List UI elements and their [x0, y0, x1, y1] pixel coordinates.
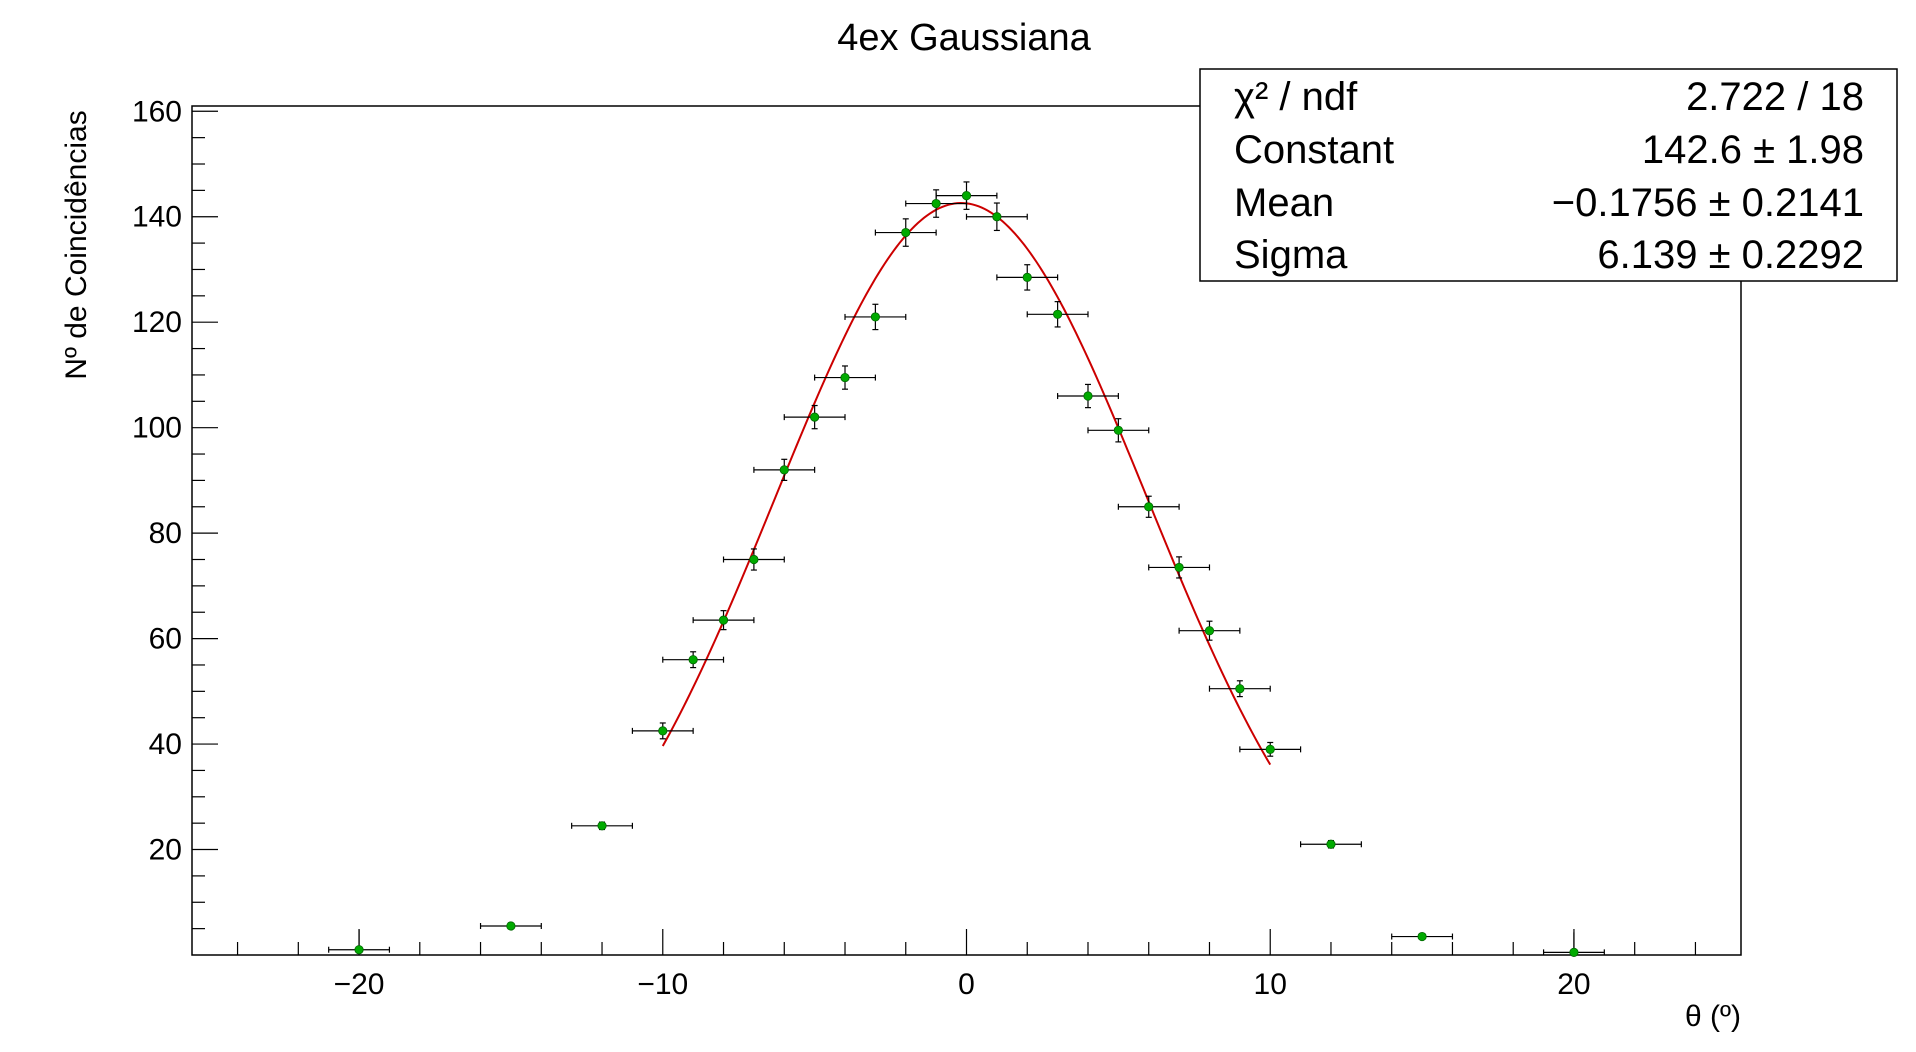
x-axis: −20 −10 0 10 20 — [236, 929, 1697, 1001]
data-point — [1391, 931, 1454, 942]
point-marker — [1113, 425, 1123, 435]
point-marker — [1022, 272, 1032, 282]
point-marker — [1265, 744, 1275, 754]
stats-sigma-label: Sigma — [1234, 233, 1348, 277]
stats-chi2-value: 2.722 / 18 — [1686, 75, 1864, 119]
point-marker — [1144, 502, 1154, 512]
data-point — [996, 264, 1059, 291]
data-point — [783, 404, 846, 430]
chart-title: 4ex Gaussiana — [837, 17, 1091, 59]
point-marker — [597, 821, 607, 831]
data-point — [479, 921, 542, 931]
point-marker — [992, 212, 1002, 222]
data-point — [1057, 383, 1119, 409]
data-point — [874, 218, 937, 247]
stats-chi2-label: χ² / ndf — [1234, 75, 1358, 119]
stats-mean-label: Mean — [1234, 181, 1334, 225]
data-point — [328, 929, 391, 955]
point-marker — [901, 227, 911, 238]
stats-box-frame — [1199, 68, 1898, 282]
point-marker — [1174, 562, 1184, 573]
stats-box: χ² / ndf 2.722 / 18 Constant 142.6 ± 1.9… — [1199, 68, 1898, 282]
point-marker — [718, 615, 729, 625]
point-marker — [961, 191, 972, 201]
y-tick-label: 100 — [132, 412, 182, 445]
x-tick-label: 0 — [958, 968, 975, 1001]
stats-sigma-value: 6.139 ± 0.2292 — [1597, 233, 1864, 277]
point-marker — [749, 554, 759, 565]
point-marker — [1569, 947, 1579, 957]
x-tick-label: −20 — [334, 968, 385, 1001]
x-axis-label: θ (º) — [1685, 1000, 1741, 1033]
data-point — [1117, 495, 1180, 518]
point-marker — [810, 412, 820, 422]
point-marker — [1326, 839, 1336, 849]
data-point — [935, 181, 998, 210]
y-axis: 20 40 60 80 100 120 140 160 — [132, 95, 218, 930]
data-point — [631, 722, 694, 740]
y-tick-label: 80 — [149, 517, 182, 550]
data-point — [571, 821, 634, 831]
point-marker — [1083, 391, 1093, 401]
point-marker — [1417, 931, 1427, 942]
data-point — [905, 189, 968, 218]
point-marker — [870, 312, 880, 322]
y-tick-label: 40 — [149, 728, 182, 761]
data-points — [328, 181, 1605, 957]
stats-constant-value: 142.6 ± 1.98 — [1642, 128, 1864, 172]
data-point — [965, 202, 1028, 232]
y-tick-label: 120 — [132, 306, 182, 339]
data-point — [1208, 680, 1271, 698]
y-tick-label: 60 — [149, 623, 182, 656]
point-marker — [840, 372, 850, 383]
x-tick-label: −10 — [637, 968, 688, 1001]
y-axis-label: Nº de Coincidências — [60, 110, 93, 379]
y-tick-label: 160 — [132, 95, 182, 128]
x-tick-label: 20 — [1557, 968, 1590, 1001]
data-point — [814, 365, 876, 390]
data-point — [844, 303, 907, 331]
data-point — [1239, 741, 1302, 757]
data-point — [692, 610, 755, 631]
point-marker — [1235, 684, 1245, 694]
point-marker — [688, 655, 698, 665]
data-point — [1148, 556, 1211, 579]
point-marker — [931, 198, 941, 209]
point-marker — [506, 921, 516, 931]
data-point — [662, 651, 725, 669]
data-point — [1299, 839, 1362, 849]
point-marker — [779, 465, 789, 475]
point-marker — [1053, 309, 1063, 319]
point-marker — [1204, 626, 1215, 636]
y-tick-label: 140 — [132, 201, 182, 234]
data-point — [1026, 301, 1089, 328]
x-tick-label: 10 — [1254, 968, 1287, 1001]
data-point — [722, 548, 785, 571]
stats-constant-label: Constant — [1234, 128, 1394, 172]
data-point — [753, 458, 816, 482]
data-point — [1178, 620, 1241, 641]
point-marker — [658, 726, 668, 736]
stats-mean-value: −0.1756 ± 0.2141 — [1552, 181, 1864, 225]
point-marker — [354, 945, 364, 955]
data-point — [1542, 932, 1605, 957]
data-point — [1087, 418, 1150, 443]
y-tick-label: 20 — [149, 834, 182, 867]
